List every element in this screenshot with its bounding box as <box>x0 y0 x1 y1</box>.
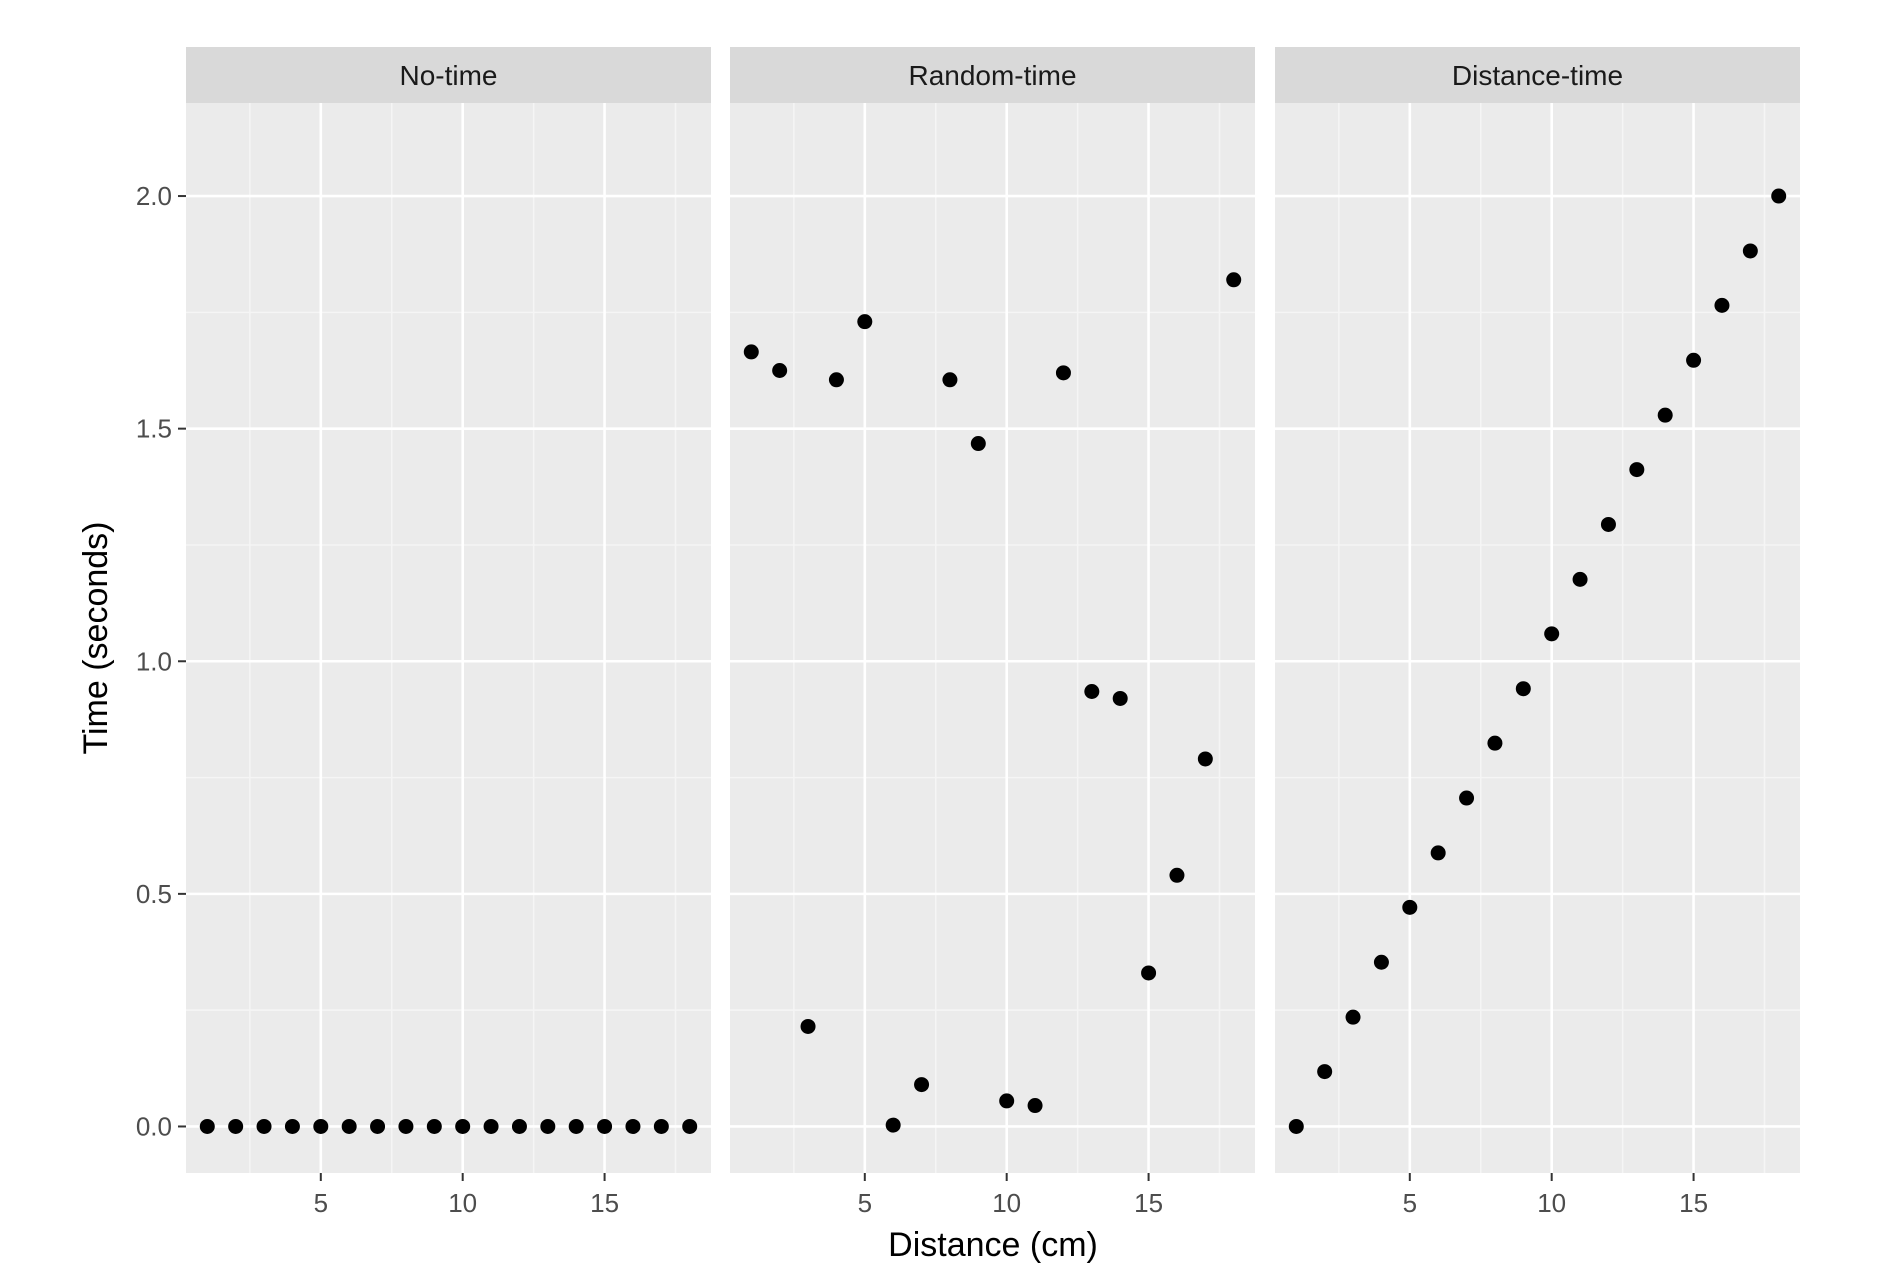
point-no-time-8 <box>398 1118 414 1134</box>
point-distance-time-7 <box>1459 790 1475 806</box>
x-tick-label-no-time-1: 10 <box>448 1188 477 1218</box>
point-distance-time-18 <box>1771 188 1787 204</box>
panel-background-distance-time <box>1275 103 1800 1173</box>
point-distance-time-9 <box>1515 681 1531 697</box>
point-random-time-7 <box>914 1077 930 1093</box>
point-random-time-10 <box>999 1093 1015 1109</box>
point-random-time-11 <box>1027 1098 1043 1114</box>
point-no-time-2 <box>228 1118 244 1134</box>
point-no-time-12 <box>511 1118 527 1134</box>
point-distance-time-12 <box>1600 516 1616 532</box>
y-axis-title: Time (seconds) <box>77 521 115 754</box>
point-no-time-7 <box>370 1118 386 1134</box>
panel-background-no-time <box>186 103 711 1173</box>
x-tick-label-random-time-2: 15 <box>1134 1188 1163 1218</box>
y-tick-label-4: 2.0 <box>136 181 172 211</box>
x-tick-label-distance-time-0: 5 <box>1403 1188 1417 1218</box>
point-no-time-1 <box>199 1118 215 1134</box>
point-random-time-5 <box>857 314 873 330</box>
y-tick-label-2: 1.0 <box>136 646 172 676</box>
point-random-time-1 <box>743 344 759 360</box>
point-distance-time-6 <box>1430 845 1446 861</box>
point-no-time-5 <box>313 1118 329 1134</box>
x-axis-title: Distance (cm) <box>888 1226 1098 1264</box>
strip-title-random-time: Random-time <box>908 60 1076 91</box>
point-distance-time-1 <box>1288 1118 1304 1134</box>
strip-title-distance-time: Distance-time <box>1452 60 1623 91</box>
point-no-time-14 <box>568 1118 584 1134</box>
point-distance-time-5 <box>1402 899 1418 915</box>
point-random-time-8 <box>942 372 958 388</box>
point-random-time-3 <box>800 1018 816 1034</box>
point-no-time-6 <box>341 1118 357 1134</box>
point-no-time-11 <box>483 1118 499 1134</box>
point-random-time-16 <box>1169 867 1185 883</box>
x-tick-label-no-time-2: 15 <box>590 1188 619 1218</box>
point-no-time-9 <box>426 1118 442 1134</box>
strip-title-no-time: No-time <box>399 60 497 91</box>
point-distance-time-2 <box>1317 1064 1333 1080</box>
y-tick-label-1: 0.5 <box>136 879 172 909</box>
point-distance-time-13 <box>1629 462 1645 478</box>
point-no-time-16 <box>625 1118 641 1134</box>
strip-distance-time <box>1275 47 1800 103</box>
panel-background-random-time <box>730 103 1255 1173</box>
point-random-time-15 <box>1141 965 1157 981</box>
point-no-time-10 <box>455 1118 471 1134</box>
x-tick-label-distance-time-2: 15 <box>1679 1188 1708 1218</box>
point-distance-time-11 <box>1572 571 1588 587</box>
y-tick-label-3: 1.5 <box>136 414 172 444</box>
point-no-time-13 <box>540 1118 556 1134</box>
y-tick-label-0: 0.0 <box>136 1111 172 1141</box>
point-no-time-4 <box>284 1118 300 1134</box>
point-distance-time-14 <box>1657 407 1673 423</box>
point-distance-time-17 <box>1742 243 1758 259</box>
point-random-time-9 <box>970 436 986 452</box>
point-distance-time-3 <box>1345 1009 1361 1025</box>
x-tick-label-random-time-1: 10 <box>992 1188 1021 1218</box>
point-distance-time-8 <box>1487 735 1503 751</box>
point-distance-time-15 <box>1686 352 1702 368</box>
point-distance-time-10 <box>1544 626 1560 642</box>
point-random-time-17 <box>1197 751 1213 767</box>
point-distance-time-16 <box>1714 297 1730 313</box>
point-no-time-15 <box>597 1118 613 1134</box>
point-distance-time-4 <box>1373 954 1389 970</box>
point-no-time-18 <box>682 1118 698 1134</box>
x-tick-label-distance-time-1: 10 <box>1537 1188 1566 1218</box>
point-no-time-3 <box>256 1118 272 1134</box>
strip-random-time <box>730 47 1255 103</box>
point-random-time-14 <box>1112 690 1128 706</box>
point-random-time-13 <box>1084 684 1100 699</box>
point-random-time-12 <box>1055 365 1071 381</box>
point-no-time-17 <box>653 1118 669 1134</box>
x-tick-label-random-time-0: 5 <box>858 1188 872 1218</box>
point-random-time-18 <box>1226 272 1242 288</box>
point-random-time-4 <box>828 372 844 388</box>
x-tick-label-no-time-0: 5 <box>314 1188 328 1218</box>
point-random-time-6 <box>885 1117 901 1133</box>
strip-no-time <box>186 47 711 103</box>
point-random-time-2 <box>772 363 788 378</box>
